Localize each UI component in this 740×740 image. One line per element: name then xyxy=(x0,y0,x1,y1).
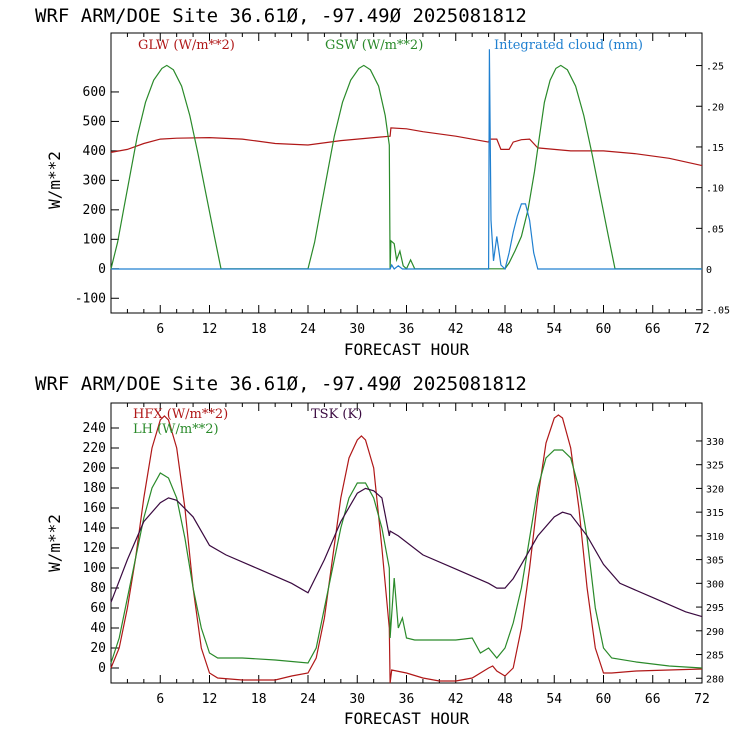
x-tick-label: 60 xyxy=(596,322,612,337)
y2-tick-label: .15 xyxy=(706,143,724,154)
y-tick-label: 200 xyxy=(83,461,106,476)
x-tick-label: 6 xyxy=(156,692,164,707)
plot-frame xyxy=(110,32,703,314)
surface-flux-panel: WRF ARM/DOE Site 36.61Ø, -97.49Ø 2025081… xyxy=(35,373,724,728)
series-line-0 xyxy=(110,414,703,684)
y-tick-label: 400 xyxy=(83,144,106,159)
y-tick-label: 100 xyxy=(83,561,106,576)
y2-tick-label: .20 xyxy=(706,102,724,113)
y-tick-label: 120 xyxy=(83,541,106,556)
y2-tick-label: 300 xyxy=(706,579,724,590)
y2-tick-label: .05 xyxy=(706,224,724,235)
series-line-2 xyxy=(111,49,702,271)
y-tick-label: 60 xyxy=(90,601,106,616)
x-tick-label: 36 xyxy=(399,322,415,337)
legend-entry: HFX (W/m**2) xyxy=(133,407,228,422)
legend-entry: Integrated cloud (mm) xyxy=(494,38,643,53)
y-tick-label: 20 xyxy=(90,641,106,656)
y-tick-label: 500 xyxy=(83,114,106,129)
y-axis-label: W/m**2 xyxy=(45,151,64,209)
x-tick-label: 48 xyxy=(497,692,513,707)
y2-tick-label: 295 xyxy=(706,603,724,614)
x-axis-label: FORECAST HOUR xyxy=(344,340,470,359)
series-line-2 xyxy=(110,487,703,618)
legend-entry: LH (W/m**2) xyxy=(133,422,219,437)
y-axis-label: W/m**2 xyxy=(45,514,64,572)
x-tick-label: 42 xyxy=(448,322,464,337)
y-tick-label: 300 xyxy=(83,173,106,188)
y-tick-label: -100 xyxy=(75,291,106,306)
x-tick-label: 72 xyxy=(694,692,710,707)
x-tick-label: 18 xyxy=(251,322,267,337)
x-tick-label: 12 xyxy=(202,322,218,337)
y2-tick-label: 320 xyxy=(706,484,724,495)
x-tick-label: 54 xyxy=(546,692,562,707)
y-tick-label: 80 xyxy=(90,581,106,596)
y2-tick-label: 310 xyxy=(706,532,724,543)
y-tick-label: 0 xyxy=(98,262,106,277)
chart-title: WRF ARM/DOE Site 36.61Ø, -97.49Ø 2025081… xyxy=(35,5,527,27)
y2-tick-label: .25 xyxy=(706,62,724,73)
x-tick-label: 6 xyxy=(156,322,164,337)
y2-tick-label: 290 xyxy=(706,627,724,638)
x-tick-label: 60 xyxy=(596,692,612,707)
y-tick-label: 240 xyxy=(83,421,106,436)
radiation-panel: WRF ARM/DOE Site 36.61Ø, -97.49Ø 2025081… xyxy=(35,5,730,359)
y2-tick-label: 285 xyxy=(706,651,724,662)
y2-tick-label: .10 xyxy=(706,184,724,195)
y2-tick-label: 330 xyxy=(706,437,724,448)
y2-tick-label: 325 xyxy=(706,461,724,472)
y-tick-label: 220 xyxy=(83,441,106,456)
chart-title: WRF ARM/DOE Site 36.61Ø, -97.49Ø 2025081… xyxy=(35,373,527,395)
x-tick-label: 30 xyxy=(349,692,365,707)
x-axis-label: FORECAST HOUR xyxy=(344,709,470,728)
x-tick-label: 24 xyxy=(300,692,316,707)
x-tick-label: 72 xyxy=(694,322,710,337)
y-tick-label: 180 xyxy=(83,481,106,496)
x-tick-label: 42 xyxy=(448,692,464,707)
series-line-1 xyxy=(110,64,702,270)
y-tick-label: 100 xyxy=(83,232,106,247)
x-tick-label: 12 xyxy=(202,692,218,707)
y2-tick-label: 315 xyxy=(706,508,724,519)
series-line-0 xyxy=(110,127,703,167)
y-tick-label: 140 xyxy=(83,521,106,536)
legend-entry: GSW (W/m**2) xyxy=(325,38,423,53)
y-tick-label: 0 xyxy=(98,661,106,676)
x-tick-label: 24 xyxy=(300,322,316,337)
x-tick-label: 66 xyxy=(645,692,661,707)
y2-tick-label: -.05 xyxy=(706,306,730,317)
x-tick-label: 54 xyxy=(546,322,562,337)
legend-entry: GLW (W/m**2) xyxy=(138,38,235,53)
series-line-1 xyxy=(110,449,703,669)
x-tick-label: 36 xyxy=(399,692,415,707)
y2-tick-label: 0 xyxy=(706,265,712,276)
y-tick-label: 200 xyxy=(83,203,106,218)
y-tick-label: 160 xyxy=(83,501,106,516)
y2-tick-label: 305 xyxy=(706,556,724,567)
x-tick-label: 66 xyxy=(645,322,661,337)
y-tick-label: 40 xyxy=(90,621,106,636)
plot-frame xyxy=(110,402,703,684)
x-tick-label: 48 xyxy=(497,322,513,337)
y-tick-label: 600 xyxy=(83,85,106,100)
legend-entry: TSK (K) xyxy=(311,407,362,422)
x-tick-label: 18 xyxy=(251,692,267,707)
y2-tick-label: 280 xyxy=(706,674,724,685)
x-tick-label: 30 xyxy=(349,322,365,337)
